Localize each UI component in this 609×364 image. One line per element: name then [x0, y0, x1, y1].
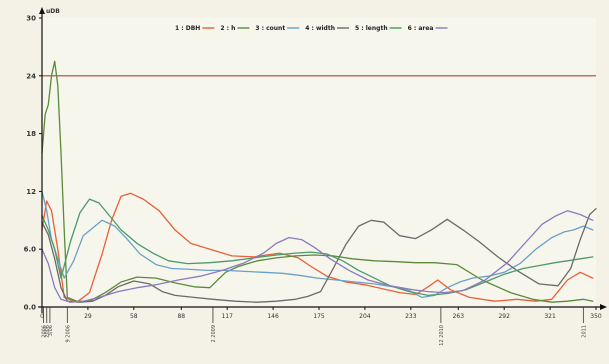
legend-label-1: 1 : DBH [175, 25, 200, 32]
x-tick-label: 88 [177, 313, 185, 320]
x-tick-label: 233 [405, 313, 417, 320]
x-marker-label: 9 2006 [65, 325, 71, 343]
legend-label-3: 3 : count [255, 25, 285, 32]
y-axis-arrow [39, 7, 45, 14]
series-line-1 [41, 192, 594, 303]
x-marker-label: 2006 [45, 325, 51, 338]
x-tick-label: 29 [84, 313, 92, 320]
y-tick-label: 0.0 [24, 304, 37, 312]
x-tick-label: 58 [130, 313, 138, 320]
series-line-5 [41, 198, 594, 297]
legend-label-4: 4 : width [305, 25, 335, 32]
x-marker-label: 2006 [42, 325, 48, 338]
x-tick-label: 263 [453, 313, 465, 320]
series-line-3 [41, 190, 594, 299]
x-tick-label: 117 [221, 313, 233, 320]
series-line-6 [41, 210, 594, 303]
y-tick-label: 12 [26, 188, 36, 196]
legend-label-6: 6 : area [408, 25, 434, 32]
x-marker-label: 12 2010 [439, 325, 445, 346]
y-tick-label: 18 [26, 130, 36, 138]
x-marker-label: 2 2009 [211, 325, 217, 343]
x-tick-label: 350 [590, 313, 602, 320]
series-line-4 [41, 208, 597, 303]
y-tick-label: 30 [26, 15, 36, 23]
y-axis-label: uDB [46, 8, 60, 15]
x-tick-label: 204 [359, 313, 371, 320]
x-tick-label: 175 [313, 313, 325, 320]
x-axis-arrow [600, 304, 607, 310]
legend-label-2: 2 : h [220, 25, 235, 32]
y-tick-label: 24 [26, 72, 36, 80]
x-marker-label: 3/06 [48, 325, 54, 336]
x-tick-label: 292 [498, 313, 510, 320]
y-tick-label: 6.0 [24, 246, 37, 254]
x-marker-label: 2011 [581, 325, 587, 338]
legend-label-5: 5 : length [355, 25, 388, 32]
x-tick-label: 0 [40, 313, 44, 320]
x-tick-label: 321 [544, 313, 556, 320]
plot-area [42, 18, 596, 307]
x-tick-label: 146 [267, 313, 279, 320]
